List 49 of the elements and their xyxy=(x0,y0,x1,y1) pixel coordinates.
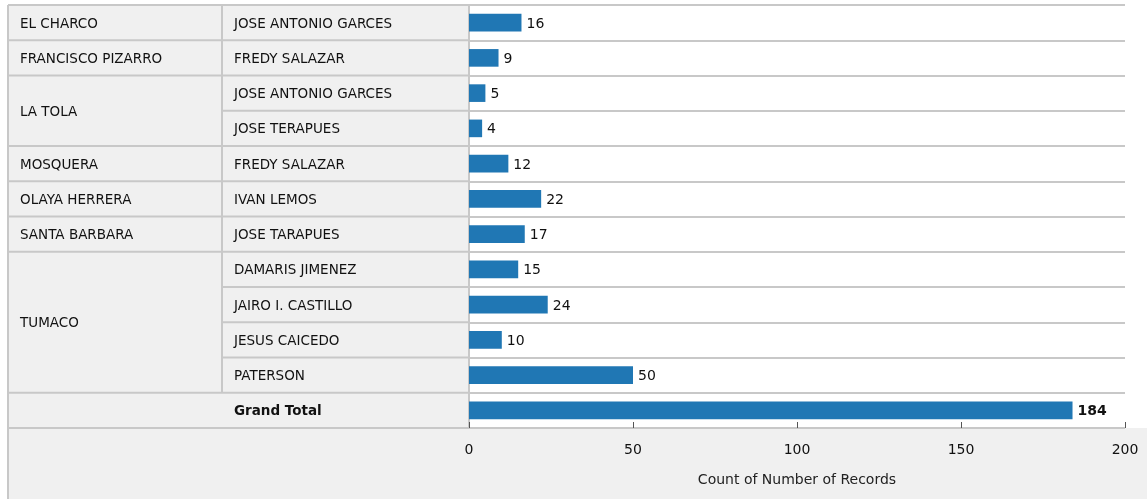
y-tick-label: JAIRO I. CASTILLO xyxy=(233,296,353,313)
bar xyxy=(469,295,548,314)
y-tick-label: JESUS CAICEDO xyxy=(233,331,340,348)
bar xyxy=(469,49,499,67)
x-tick-label: 200 xyxy=(1111,441,1139,457)
y-tick-label: JOSE ANTONIO GARCES xyxy=(233,14,393,31)
text: LA TOLA xyxy=(20,102,79,119)
y-tick-label: FREDY SALAZAR xyxy=(234,155,345,172)
bar xyxy=(469,154,509,173)
bar xyxy=(469,84,486,102)
x-tick-label: 150 xyxy=(947,441,975,457)
y-tick-label: PATERSON xyxy=(234,367,305,384)
data-label: 4 xyxy=(487,120,497,137)
bar xyxy=(469,13,522,32)
bar xyxy=(469,119,483,138)
x-axis-title: Count of Number of Records xyxy=(697,471,897,487)
data-label: 16 xyxy=(526,14,545,31)
bar xyxy=(469,366,633,384)
bar xyxy=(469,401,1073,420)
data-label: 15 xyxy=(523,261,542,278)
text: SANTA BARBARA xyxy=(20,226,135,243)
y-tick-label: DAMARIS JIMENEZ xyxy=(234,261,357,278)
data-label: 10 xyxy=(506,331,525,348)
data-label: 12 xyxy=(513,155,532,172)
text: OLAYA HERRERA xyxy=(20,190,133,207)
y-tick-label: FREDY SALAZAR xyxy=(234,49,345,66)
data-label: 17 xyxy=(529,226,548,243)
data-label: 184 xyxy=(1077,402,1107,419)
data-label: 22 xyxy=(546,190,564,207)
x-tick-label: 100 xyxy=(783,441,811,457)
x-tick-label: 0 xyxy=(464,441,474,457)
data-label: 9 xyxy=(503,49,513,66)
bar xyxy=(469,225,525,243)
data-label: 50 xyxy=(638,367,656,384)
bar xyxy=(469,260,519,279)
y-tick-label: JOSE ANTONIO GARCES xyxy=(233,85,393,102)
y-tick-label: Grand Total xyxy=(234,402,322,419)
data-label: 5 xyxy=(490,85,500,102)
text: MOSQUERA xyxy=(20,155,99,172)
data-label: 24 xyxy=(552,296,571,313)
text: EL CHARCO xyxy=(20,14,98,31)
y-tick-label: IVAN LEMOS xyxy=(234,190,317,207)
y-tick-label: JOSE TERAPUES xyxy=(233,120,340,137)
x-tick-label: 50 xyxy=(624,441,642,457)
bar xyxy=(469,331,502,349)
text: FRANCISCO PIZARRO xyxy=(20,49,163,66)
text: TUMACO xyxy=(19,314,79,331)
bar xyxy=(469,190,542,208)
y-tick-label: JOSE TARAPUES xyxy=(233,226,340,243)
